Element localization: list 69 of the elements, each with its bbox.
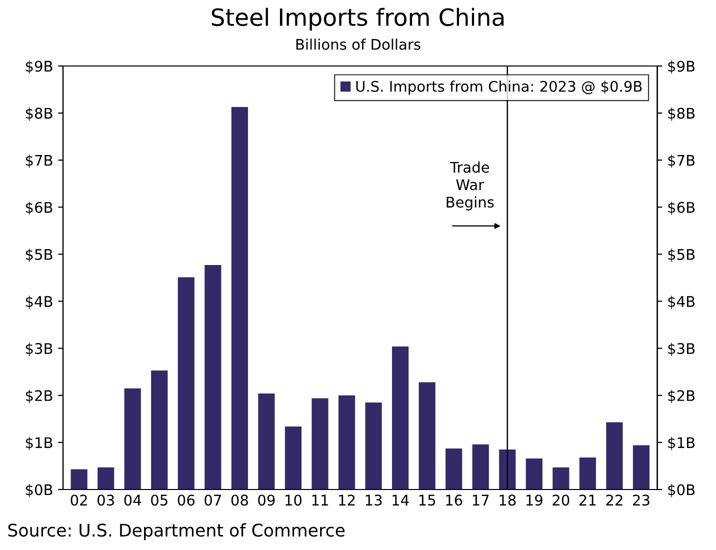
y-tick-label: $6B bbox=[26, 202, 52, 215]
x-tick-label: 13 bbox=[366, 494, 382, 506]
bar bbox=[552, 467, 570, 490]
ref-line-label: Trade War Begins bbox=[446, 161, 494, 210]
bar bbox=[418, 382, 436, 490]
x-tick-label: 19 bbox=[526, 494, 542, 506]
x-tick-label: 16 bbox=[446, 494, 462, 506]
bar bbox=[526, 458, 542, 490]
source-note: Source: U.S. Department of Commerce bbox=[8, 523, 345, 540]
y-tick-label: $0B bbox=[26, 484, 52, 498]
y2-tick-label: $9B bbox=[668, 60, 695, 74]
bar bbox=[124, 388, 141, 490]
y-tick-label: $4B bbox=[26, 296, 52, 309]
y-tick-label: $9B bbox=[26, 60, 52, 74]
x-tick-label: 20 bbox=[552, 494, 570, 506]
x-tick-label: 09 bbox=[258, 494, 275, 506]
legend-label: U.S. Imports from China: 2023 @ $0.9B bbox=[356, 80, 642, 95]
x-tick-label: 12 bbox=[339, 494, 355, 506]
y2-tick-label: $2B bbox=[668, 390, 695, 404]
x-tick-label: 08 bbox=[231, 494, 248, 506]
y-tick-label: $8B bbox=[26, 108, 52, 121]
x-tick-label: 17 bbox=[472, 494, 489, 506]
chart-title: Steel Imports from China bbox=[212, 8, 504, 31]
x-tick-label: 11 bbox=[312, 494, 328, 506]
bar bbox=[338, 395, 356, 490]
bar bbox=[151, 370, 168, 490]
x-tick-label: 05 bbox=[151, 494, 168, 506]
bar bbox=[178, 277, 194, 490]
bar bbox=[70, 469, 88, 490]
y2-tick-label: $6B bbox=[668, 202, 695, 215]
bar bbox=[365, 402, 382, 490]
x-tick-label: 04 bbox=[124, 494, 142, 506]
y2-tick-label: $4B bbox=[668, 296, 695, 309]
x-tick-label: 03 bbox=[98, 494, 114, 506]
x-tick-label: 21 bbox=[579, 494, 596, 506]
x-tick-label: 10 bbox=[286, 494, 302, 506]
y-tick-label: $2B bbox=[26, 390, 52, 404]
y-tick-label: $7B bbox=[26, 154, 52, 168]
y2-tick-label: $1B bbox=[668, 436, 695, 450]
chart-subtitle: Billions of Dollars bbox=[296, 38, 420, 50]
bar bbox=[579, 458, 596, 490]
bar bbox=[258, 394, 275, 490]
bar bbox=[392, 346, 409, 490]
x-tick-label: 14 bbox=[392, 494, 409, 506]
x-tick-label: 23 bbox=[633, 494, 650, 506]
bar bbox=[204, 265, 222, 490]
bar bbox=[231, 106, 248, 490]
y-tick-label: $1B bbox=[26, 436, 52, 450]
x-tick-label: 15 bbox=[419, 494, 436, 506]
y2-tick-label: $3B bbox=[668, 342, 695, 356]
y2-tick-label: $5B bbox=[668, 248, 695, 262]
x-tick-label: 18 bbox=[500, 494, 516, 506]
bar bbox=[606, 422, 623, 490]
y-tick-label: $5B bbox=[26, 248, 52, 262]
bar bbox=[632, 445, 650, 490]
y2-tick-label: $0B bbox=[668, 484, 695, 498]
y2-tick-label: $7B bbox=[668, 154, 695, 168]
x-tick-label: 07 bbox=[204, 494, 221, 506]
bar bbox=[98, 467, 114, 490]
bar bbox=[472, 444, 489, 490]
x-tick-label: 02 bbox=[70, 494, 87, 506]
bar bbox=[446, 448, 462, 490]
bar bbox=[312, 398, 328, 490]
y2-tick-label: $8B bbox=[668, 108, 695, 121]
y-tick-label: $3B bbox=[26, 342, 52, 356]
bar bbox=[284, 426, 302, 490]
x-tick-label: 22 bbox=[606, 494, 622, 506]
bar bbox=[499, 450, 516, 490]
x-tick-label: 06 bbox=[178, 494, 195, 506]
